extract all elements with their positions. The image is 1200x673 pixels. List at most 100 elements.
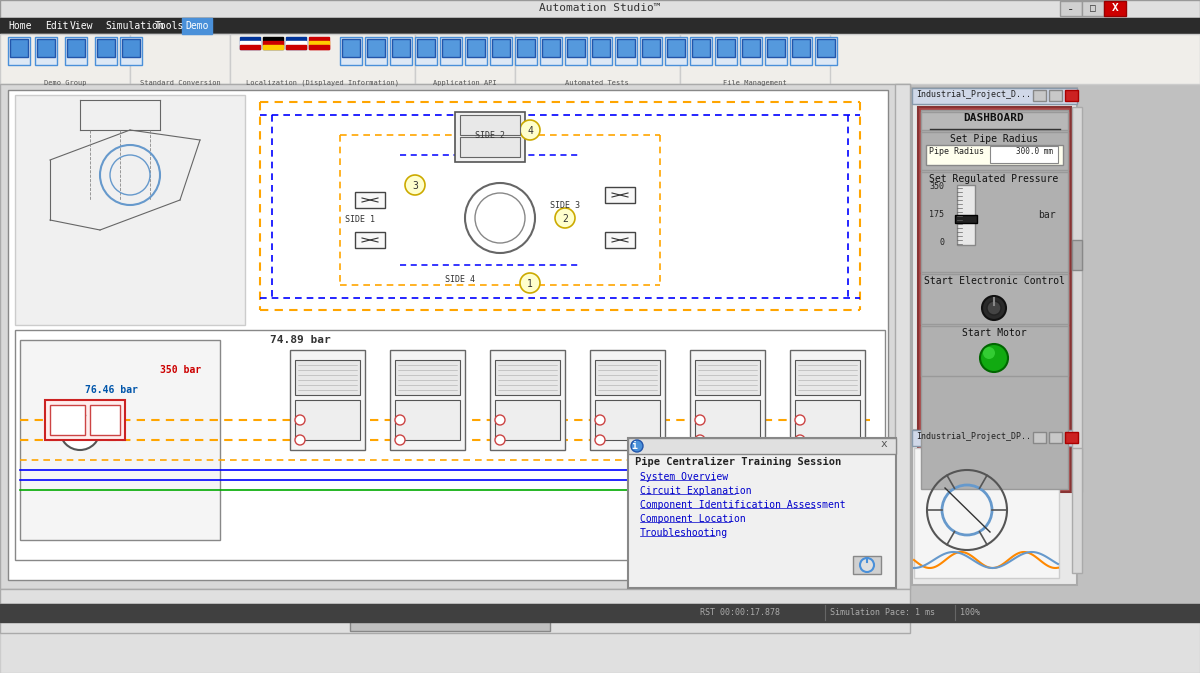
Bar — [515, 37, 538, 65]
Bar — [1066, 90, 1078, 101]
Bar — [467, 39, 485, 57]
Bar — [460, 137, 520, 157]
Bar — [263, 41, 283, 45]
Text: 2: 2 — [562, 214, 568, 224]
Bar — [592, 39, 610, 57]
Bar — [240, 45, 260, 49]
Bar — [365, 37, 386, 65]
Bar — [617, 39, 635, 57]
Bar — [20, 340, 220, 540]
Bar — [1049, 432, 1062, 443]
Bar — [922, 112, 1068, 130]
Bar — [595, 400, 660, 440]
Bar — [0, 84, 910, 589]
Bar — [0, 604, 1200, 622]
Bar — [742, 39, 760, 57]
Bar — [490, 350, 565, 450]
Bar — [792, 39, 810, 57]
Text: 3: 3 — [412, 181, 418, 191]
Bar — [355, 192, 385, 208]
Bar — [922, 326, 1068, 376]
Text: 74.89 bar: 74.89 bar — [270, 335, 331, 345]
Text: 350 bar: 350 bar — [160, 365, 202, 375]
Bar — [692, 39, 710, 57]
Bar — [295, 360, 360, 395]
Bar — [1033, 90, 1046, 101]
Circle shape — [980, 344, 1008, 372]
Bar — [0, 34, 1200, 84]
Text: Application API: Application API — [433, 80, 497, 86]
Text: Demo: Demo — [185, 21, 209, 31]
Circle shape — [796, 415, 805, 425]
Bar — [390, 37, 412, 65]
Bar — [65, 37, 88, 65]
Bar — [286, 41, 306, 45]
Text: 76.46 bar: 76.46 bar — [85, 385, 138, 395]
Text: Industrial_Project_D...: Industrial_Project_D... — [916, 90, 1031, 99]
Text: Edit: Edit — [46, 21, 68, 31]
Text: Tools: Tools — [155, 21, 185, 31]
Bar — [912, 88, 1078, 503]
Bar — [690, 37, 712, 65]
Bar — [97, 39, 115, 57]
Bar — [640, 37, 662, 65]
Bar — [542, 39, 560, 57]
Circle shape — [554, 208, 575, 228]
Bar — [8, 90, 888, 580]
Bar — [667, 39, 685, 57]
Bar — [568, 39, 586, 57]
Bar — [46, 400, 125, 440]
Bar — [390, 350, 466, 450]
Bar — [367, 39, 385, 57]
Circle shape — [982, 296, 1006, 320]
Circle shape — [496, 415, 505, 425]
Text: 0: 0 — [940, 238, 944, 247]
Bar — [922, 132, 1068, 170]
Bar — [1072, 448, 1082, 573]
Bar — [0, 618, 910, 633]
Bar — [310, 45, 329, 49]
Circle shape — [860, 558, 874, 572]
Bar — [14, 330, 886, 560]
Bar — [740, 37, 762, 65]
Bar — [14, 95, 245, 325]
Text: Circuit Explanation: Circuit Explanation — [640, 486, 751, 496]
Bar — [642, 39, 660, 57]
Bar — [67, 39, 85, 57]
Bar — [796, 360, 860, 395]
Bar — [1104, 1, 1126, 16]
Bar — [565, 37, 587, 65]
Text: DASHBOARD: DASHBOARD — [964, 113, 1025, 123]
Bar — [240, 37, 260, 49]
Bar — [263, 37, 283, 49]
Bar — [37, 39, 55, 57]
Bar — [466, 37, 487, 65]
Bar — [616, 37, 637, 65]
Bar — [817, 39, 835, 57]
Bar — [395, 400, 460, 440]
Bar — [680, 34, 830, 84]
Bar — [895, 84, 910, 589]
Bar — [595, 360, 660, 395]
Bar — [796, 400, 860, 440]
Bar — [1082, 1, 1104, 16]
Bar — [496, 360, 560, 395]
Bar — [0, 84, 1200, 657]
Circle shape — [595, 415, 605, 425]
Bar — [295, 400, 360, 440]
Text: Automation Studio™: Automation Studio™ — [539, 3, 661, 13]
Text: SIDE 3: SIDE 3 — [550, 201, 580, 209]
Bar — [990, 146, 1058, 163]
Bar — [517, 39, 535, 57]
Text: SIDE 4: SIDE 4 — [445, 275, 475, 285]
Bar — [665, 37, 686, 65]
Text: File Management: File Management — [724, 80, 787, 86]
Text: □: □ — [1090, 3, 1096, 13]
Bar — [460, 115, 520, 135]
Circle shape — [496, 435, 505, 445]
Bar — [240, 41, 260, 45]
Text: Start Motor: Start Motor — [961, 328, 1026, 338]
Text: Simulation Pace: 1 ms: Simulation Pace: 1 ms — [830, 608, 935, 617]
Bar — [340, 37, 362, 65]
Circle shape — [295, 415, 305, 425]
